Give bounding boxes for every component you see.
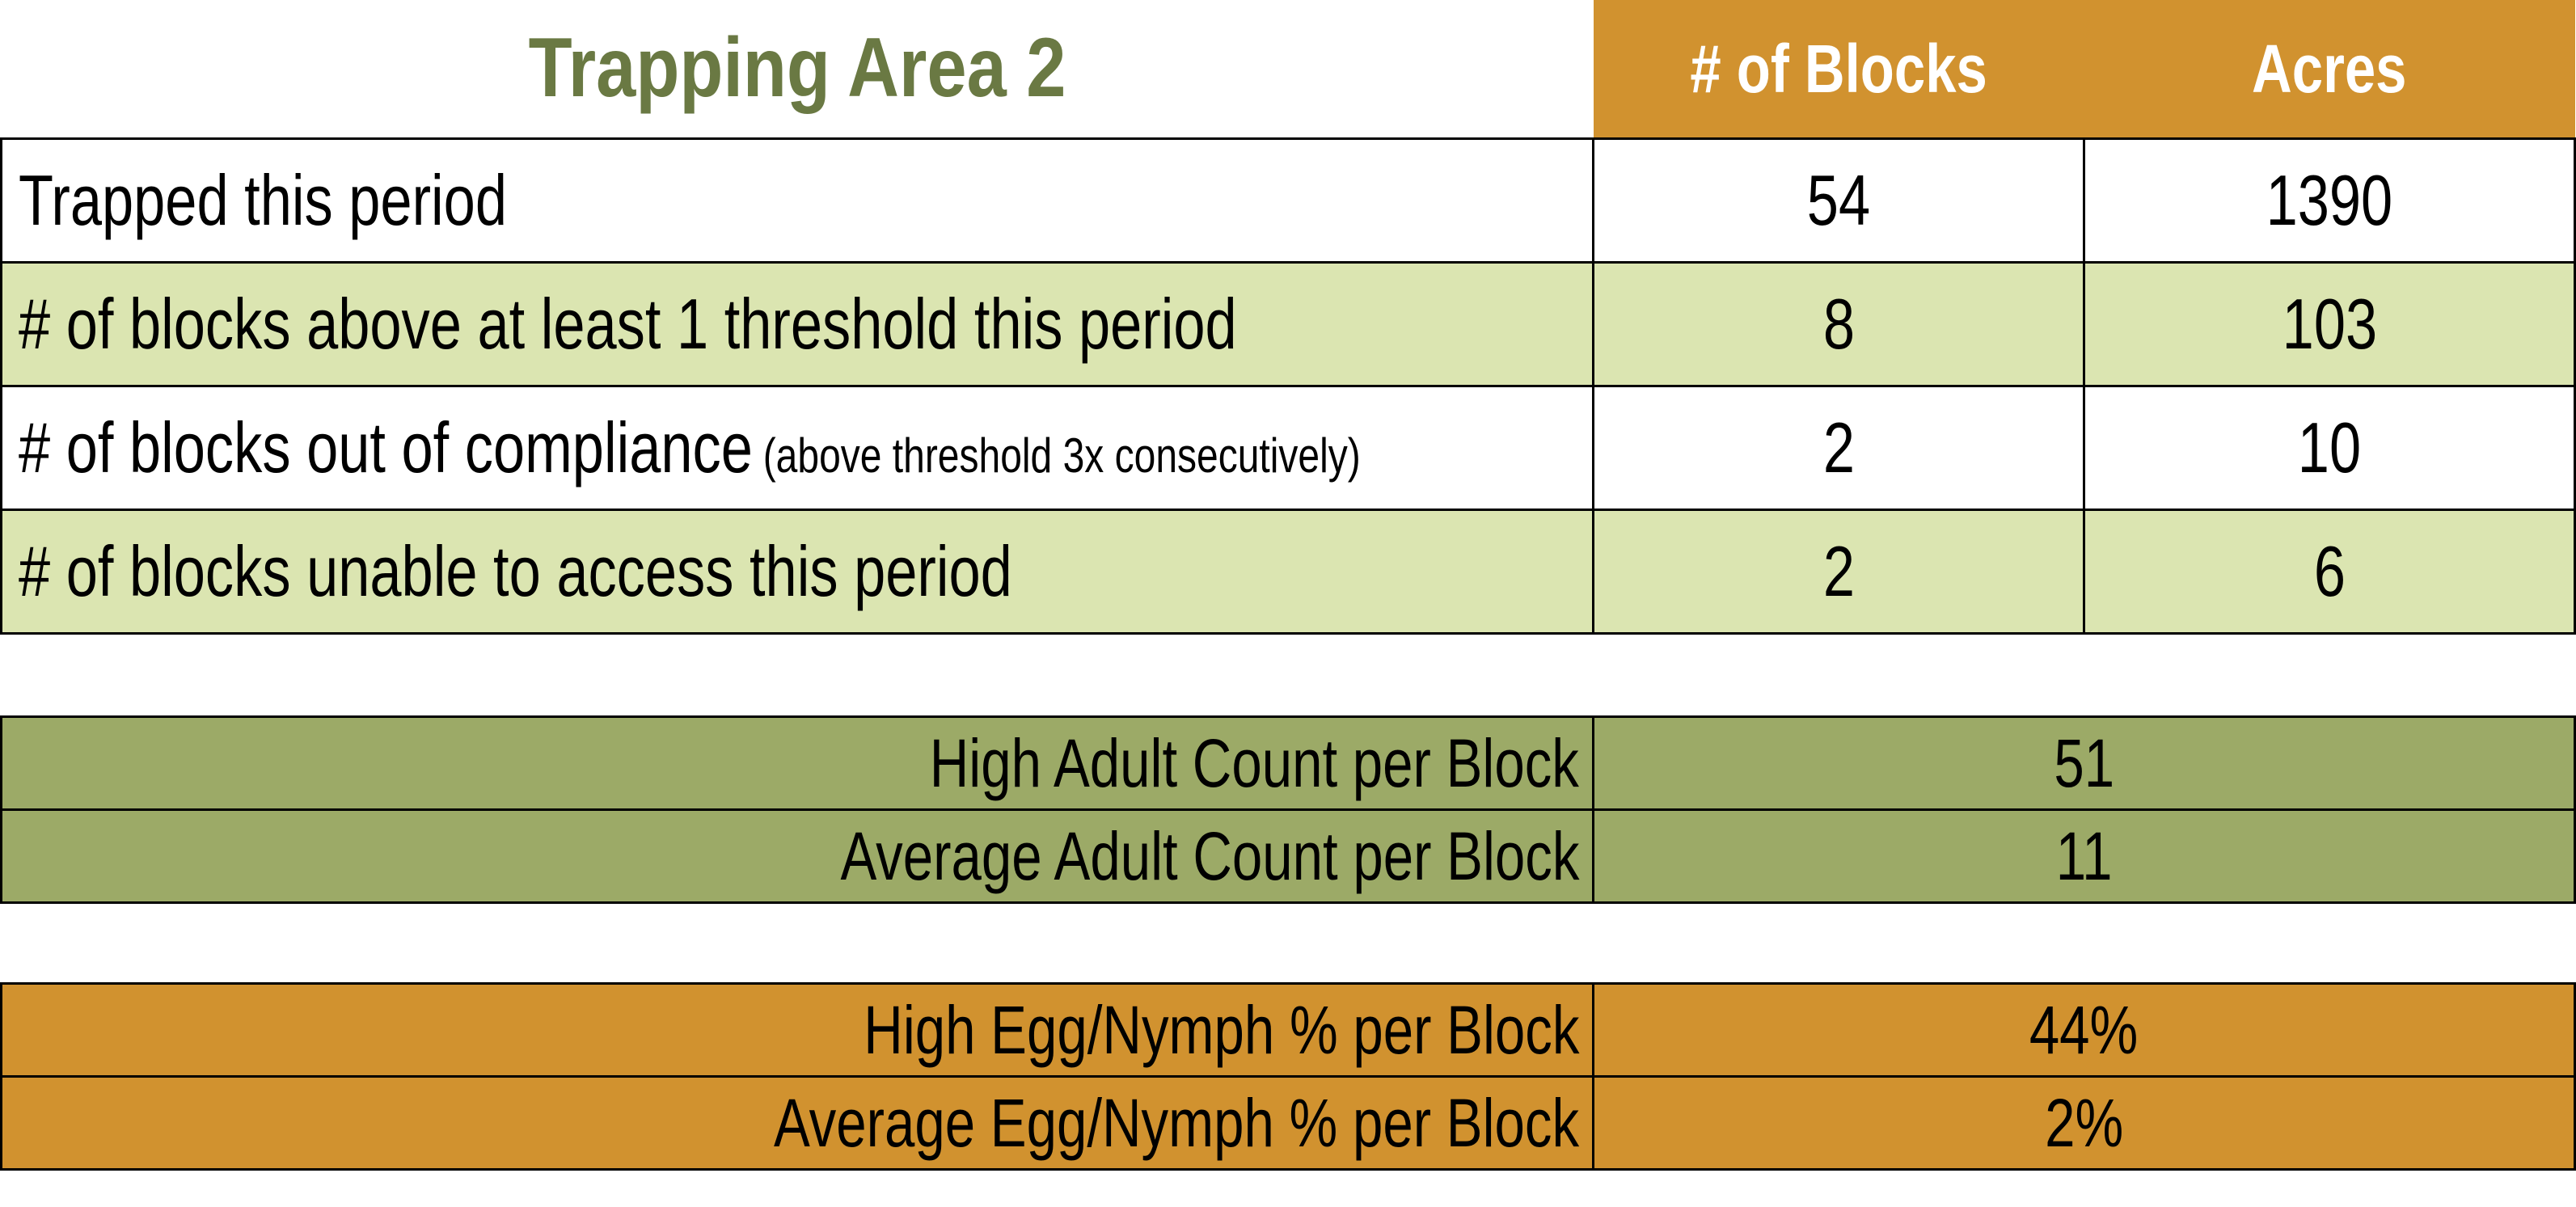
page-title: Trapping Area 2	[528, 21, 1066, 116]
adult-row-average: Average Adult Count per Block 11	[0, 808, 2576, 904]
section-label-cell: High Egg/Nymph % per Block	[0, 982, 1594, 1078]
section-label: High Adult Count per Block	[929, 724, 1579, 801]
section-value-cell: 44%	[1592, 982, 2576, 1078]
row-label-cell: # of blocks unable to access this period	[0, 509, 1594, 635]
row-label-cell: # of blocks above at least 1 threshold t…	[0, 261, 1594, 387]
section-value: 2%	[2044, 1084, 2124, 1161]
column-header-blocks: # of Blocks	[1593, 0, 2084, 139]
section-gap	[0, 635, 2576, 715]
blocks-value: 8	[1822, 283, 1855, 364]
blocks-value-cell: 54	[1592, 137, 2085, 264]
page-title-cell: Trapping Area 2	[1, 0, 1594, 139]
section-gap	[0, 904, 2576, 982]
blocks-value-cell: 2	[1592, 385, 2085, 511]
blocks-value-cell: 8	[1592, 261, 2085, 387]
table-row-out-of-compliance: # of blocks out of compliance (above thre…	[0, 385, 2576, 511]
section-value-cell: 11	[1592, 808, 2576, 904]
blocks-value: 2	[1822, 407, 1855, 487]
acres-value-cell: 1390	[2083, 137, 2576, 264]
table-header-row: Trapping Area 2 # of Blocks Acres	[1, 0, 2575, 139]
section-label: Average Adult Count per Block	[840, 817, 1579, 894]
acres-value: 10	[2297, 407, 2362, 487]
blocks-value: 54	[1806, 159, 1871, 240]
section-label-cell: Average Egg/Nymph % per Block	[0, 1075, 1594, 1171]
table-row-unable-to-access: # of blocks unable to access this period…	[0, 509, 2576, 635]
column-header-acres: Acres	[2084, 0, 2575, 139]
row-label: # of blocks out of compliance	[19, 407, 753, 487]
egg-nymph-table: High Egg/Nymph % per Block 44% Average E…	[0, 982, 2576, 1171]
adult-row-high: High Adult Count per Block 51	[0, 715, 2576, 811]
section-value-cell: 51	[1592, 715, 2576, 811]
row-label: # of blocks above at least 1 threshold t…	[19, 283, 1237, 364]
row-label: Trapped this period	[19, 159, 507, 240]
section-label-cell: Average Adult Count per Block	[0, 808, 1594, 904]
acres-value: 103	[2282, 283, 2377, 364]
egg-row-average: Average Egg/Nymph % per Block 2%	[0, 1075, 2576, 1171]
section-value-cell: 2%	[1592, 1075, 2576, 1171]
section-label: Average Egg/Nymph % per Block	[773, 1084, 1579, 1161]
section-label-cell: High Adult Count per Block	[0, 715, 1594, 811]
section-label: High Egg/Nymph % per Block	[863, 991, 1579, 1068]
acres-value: 1390	[2266, 159, 2393, 240]
adult-count-table: High Adult Count per Block 51 Average Ad…	[0, 715, 2576, 904]
column-header-acres-label: Acres	[2252, 30, 2407, 107]
row-label-cell: # of blocks out of compliance (above thre…	[0, 385, 1594, 511]
row-label-note: (above threshold 3x consecutively)	[762, 428, 1361, 483]
section-value: 11	[2055, 817, 2113, 894]
egg-row-high: High Egg/Nymph % per Block 44%	[0, 982, 2576, 1078]
row-label-cell: Trapped this period	[0, 137, 1594, 264]
acres-value-cell: 103	[2083, 261, 2576, 387]
table-row-above-threshold: # of blocks above at least 1 threshold t…	[0, 261, 2576, 387]
acres-value-cell: 10	[2083, 385, 2576, 511]
column-header-blocks-label: # of Blocks	[1690, 30, 1987, 107]
section-value: 51	[2054, 724, 2114, 801]
summary-table: Trapping Area 2 # of Blocks Acres Trappe…	[0, 0, 2576, 635]
table-row-trapped: Trapped this period 54 1390	[0, 137, 2576, 264]
section-value: 44%	[2029, 991, 2139, 1068]
acres-value: 6	[2313, 530, 2346, 611]
blocks-value: 2	[1822, 530, 1855, 611]
acres-value-cell: 6	[2083, 509, 2576, 635]
blocks-value-cell: 2	[1592, 509, 2085, 635]
row-label: # of blocks unable to access this period	[19, 530, 1012, 611]
